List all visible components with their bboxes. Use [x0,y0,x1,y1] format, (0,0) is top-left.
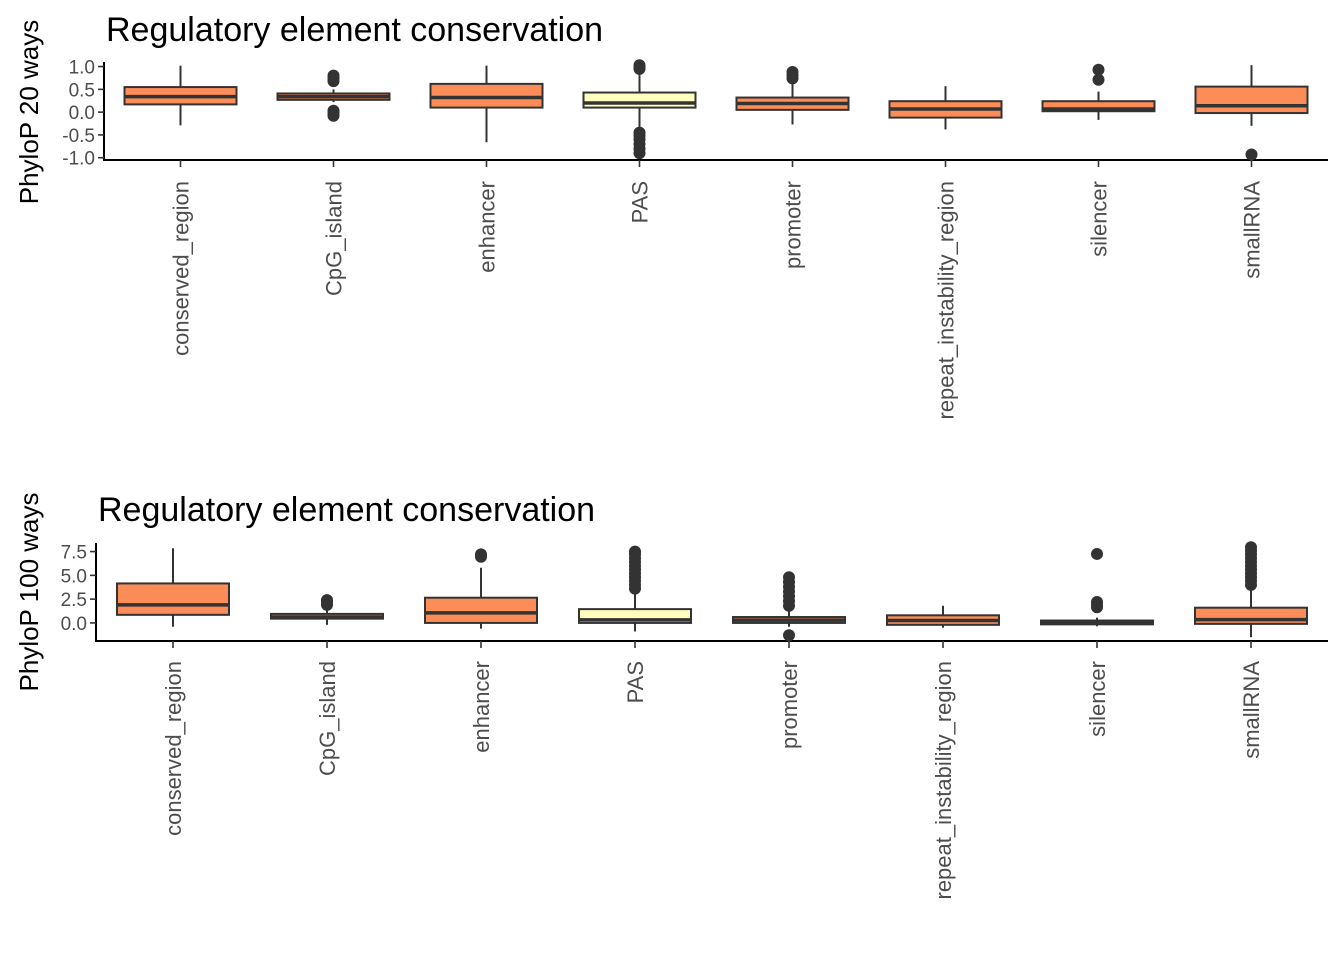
outlier-point [629,545,641,558]
box [429,82,544,109]
chart-title: Regulatory element conservation [98,491,595,529]
outlier-point [1092,63,1105,76]
outlier-point [1091,547,1103,560]
outlier-point [633,147,646,160]
y-tick-label: 5.0 [61,566,87,587]
outlier-point [1245,148,1258,161]
outlier-point [327,109,340,122]
chart-title: Regulatory element conservation [106,11,603,49]
x-tick-label: promoter [777,661,802,749]
x-tick-label: enhancer [475,181,500,273]
panel-phylop-100: Regulatory element conservation PhyloP 1… [14,491,1328,900]
outlier-point [1091,601,1103,614]
x-tick-label: CpG_island [322,181,347,296]
y-tick-label: -0.5 [62,126,95,147]
x-tick-label: repeat_instability_region [934,181,959,420]
panel-phylop-20: Regulatory element conservation PhyloP 2… [14,11,1328,420]
outlier-point [321,598,333,611]
x-tick-label: conserved_region [161,661,186,836]
x-tick-label: promoter [781,181,806,269]
box [1194,85,1309,115]
outlier-point [1092,73,1105,86]
outlier-point [783,571,795,584]
x-tick-label: smallRNA [1240,181,1265,279]
box [116,582,230,616]
x-tick-label: PAS [628,181,653,223]
plot-area: 7.55.0 2.5 0.0 conserved_region CpG_island en… [61,541,1328,900]
box [424,596,538,624]
y-tick-label: 0.5 [69,80,95,101]
box [1194,606,1308,625]
outlier-point [786,72,799,85]
y-tick-label: 0.0 [61,614,87,635]
x-tick-label: repeat_instability_region [931,661,956,900]
outlier-point [633,62,646,75]
x-tick-label: CpG_island [315,661,340,776]
x-tick-label: conserved_region [169,181,194,356]
outlier-point [1245,541,1257,554]
y-tick-label: -1.0 [62,149,95,170]
outlier-point [327,75,340,88]
y-axis-label: PhyloP 100 ways [14,493,44,692]
outlier-point [783,629,795,642]
x-tick-label: silencer [1087,181,1112,257]
y-axis-label: PhyloP 20 ways [14,20,44,205]
y-tick-label: 2.5 [61,590,87,611]
y-tick-label: 0.0 [69,103,95,124]
y-tick-label: 7.5 [61,543,87,564]
plot-area: 1.00.50.0-0.5-1.0 conserved_region CpG_isl… [62,58,1328,420]
x-tick-label: smallRNA [1239,661,1264,759]
x-tick-label: silencer [1085,661,1110,737]
outlier-point [475,550,487,563]
box [1041,100,1156,113]
x-tick-label: PAS [623,661,648,703]
y-tick-label: 1.0 [69,58,95,79]
x-tick-label: enhancer [469,661,494,753]
box [582,91,697,109]
